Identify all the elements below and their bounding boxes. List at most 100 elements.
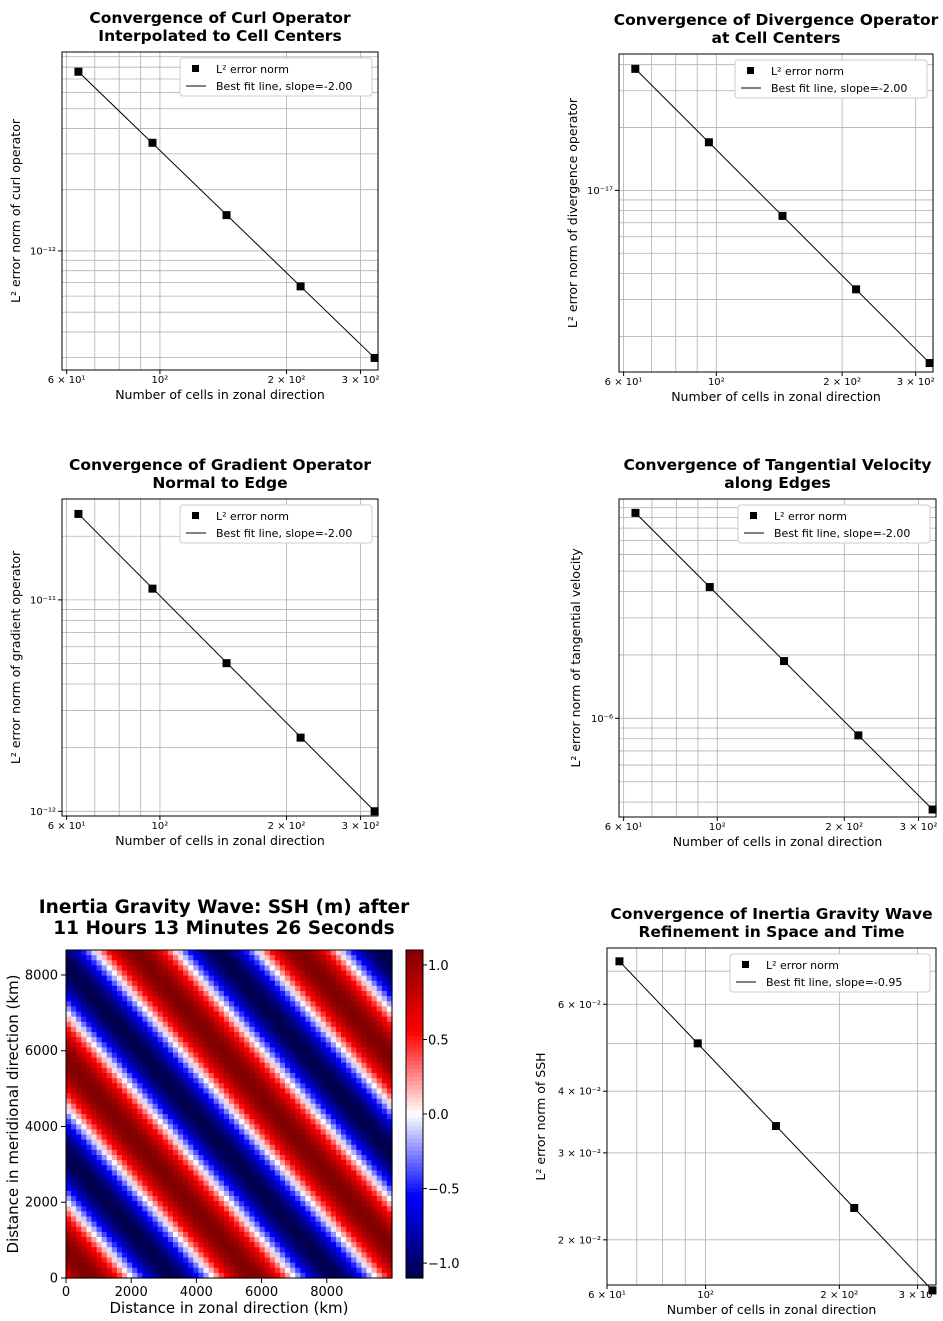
heatmap-cell bbox=[361, 1242, 368, 1248]
heatmap-cell bbox=[193, 1134, 200, 1141]
heatmap-cell bbox=[106, 1098, 113, 1105]
heatmap-cell bbox=[81, 1257, 87, 1264]
heatmap-cell bbox=[152, 1160, 159, 1166]
heatmap-cell bbox=[203, 1221, 210, 1228]
heatmap-cell bbox=[198, 1093, 205, 1100]
heatmap-cell bbox=[137, 1155, 144, 1161]
heatmap-cell bbox=[96, 1108, 103, 1115]
heatmap-cell bbox=[371, 996, 378, 1002]
heatmap-cell bbox=[71, 1257, 77, 1264]
heatmap-cell bbox=[116, 1247, 123, 1253]
heatmap-cell bbox=[279, 1083, 286, 1089]
heatmap-cell bbox=[234, 1011, 240, 1018]
heatmap-cell bbox=[71, 1165, 77, 1171]
heatmap-cell bbox=[234, 1088, 240, 1095]
legend-label: L² error norm bbox=[771, 65, 844, 78]
heatmap-cell bbox=[116, 1196, 123, 1202]
heatmap-cell bbox=[71, 980, 77, 987]
heatmap-cell bbox=[361, 1155, 368, 1161]
heatmap-cell bbox=[76, 1026, 82, 1033]
heatmap-cell bbox=[371, 1247, 378, 1253]
heatmap-cell bbox=[356, 1252, 363, 1259]
heatmap-cell bbox=[193, 1226, 200, 1233]
heatmap-cell bbox=[111, 1083, 118, 1089]
heatmap-cell bbox=[229, 991, 235, 997]
heatmap-cell bbox=[279, 1134, 286, 1141]
colorbar-swatch bbox=[406, 1122, 423, 1127]
heatmap-cell bbox=[330, 1206, 337, 1212]
colorbar-swatch bbox=[406, 1204, 423, 1209]
heatmap-cell bbox=[310, 1129, 317, 1136]
heatmap-cell bbox=[279, 1165, 286, 1171]
heatmap-cell bbox=[269, 1083, 276, 1089]
heatmap-cell bbox=[279, 1180, 286, 1187]
heatmap-cell bbox=[86, 1129, 93, 1136]
heatmap-cell bbox=[132, 1093, 138, 1100]
heatmap-cell bbox=[249, 1037, 256, 1043]
heatmap-cell bbox=[229, 1052, 235, 1059]
heatmap-cell bbox=[315, 985, 322, 992]
heatmap-cell bbox=[305, 996, 312, 1002]
heatmap-cell bbox=[203, 1139, 210, 1146]
heatmap-cell bbox=[66, 980, 72, 987]
heatmap-cell bbox=[285, 1062, 291, 1069]
heatmap-cell bbox=[371, 1067, 378, 1074]
heatmap-cell bbox=[300, 1098, 307, 1105]
chart-title: Convergence of Tangential Velocity along … bbox=[623, 456, 931, 492]
heatmap-cell bbox=[229, 1108, 235, 1115]
heatmap-cell bbox=[81, 1216, 87, 1223]
heatmap-cell bbox=[244, 1180, 250, 1187]
heatmap-cell bbox=[239, 1093, 245, 1100]
heatmap-cell bbox=[203, 1129, 210, 1136]
heatmap-cell bbox=[76, 1011, 82, 1018]
heatmap-cell bbox=[111, 1032, 118, 1038]
heatmap-cell bbox=[341, 1037, 347, 1043]
colorbar-tick-label: −1.0 bbox=[428, 1257, 460, 1272]
heatmap-cell bbox=[244, 1155, 250, 1161]
heatmap-cell bbox=[213, 1103, 220, 1110]
heatmap-cell bbox=[183, 1119, 189, 1125]
heatmap-cell bbox=[229, 960, 235, 966]
heatmap-cell bbox=[198, 1190, 205, 1197]
heatmap-cell bbox=[81, 1083, 87, 1089]
heatmap-cell bbox=[193, 1262, 200, 1269]
x-axis-label: Number of cells in zonal direction bbox=[671, 389, 881, 404]
heatmap-cell bbox=[234, 1252, 240, 1259]
heatmap-cell bbox=[376, 985, 383, 992]
heatmap-cell bbox=[381, 1155, 388, 1161]
heatmap-cell bbox=[269, 1119, 276, 1125]
heatmap-cell bbox=[315, 1201, 322, 1207]
heatmap-cell bbox=[183, 996, 189, 1002]
heatmap-cell bbox=[351, 1037, 357, 1043]
heatmap-cell bbox=[137, 1057, 144, 1064]
heatmap-cell bbox=[178, 1119, 184, 1125]
heatmap-cell bbox=[66, 1026, 72, 1033]
heatmap-cell bbox=[71, 1026, 77, 1033]
heatmap-cell bbox=[341, 1216, 347, 1223]
colorbar-swatch bbox=[406, 1159, 423, 1164]
heatmap-cell bbox=[346, 1257, 352, 1264]
heatmap-cell bbox=[137, 1216, 144, 1223]
heatmap-cell bbox=[137, 1037, 144, 1043]
heatmap-cell bbox=[162, 980, 169, 987]
heatmap-cell bbox=[86, 1155, 93, 1161]
heatmap-cell bbox=[234, 1237, 240, 1243]
heatmap-cell bbox=[366, 1237, 373, 1243]
heatmap-cell bbox=[142, 1267, 149, 1274]
heatmap-cell bbox=[167, 1165, 174, 1171]
heatmap-cell bbox=[341, 1026, 347, 1033]
heatmap-cell bbox=[198, 965, 205, 972]
heatmap-cell bbox=[172, 991, 179, 997]
heatmap-cell bbox=[335, 1267, 342, 1274]
heatmap-cell bbox=[213, 1206, 220, 1212]
heatmap-cell bbox=[132, 1211, 138, 1218]
heatmap-cell bbox=[91, 955, 98, 961]
heatmap-cell bbox=[193, 985, 200, 992]
heatmap-cell bbox=[188, 1257, 194, 1264]
heatmap-cell bbox=[122, 1098, 128, 1105]
heatmap-cell bbox=[86, 1119, 93, 1125]
heatmap-cell bbox=[335, 1011, 342, 1018]
heatmap-cell bbox=[249, 1201, 256, 1207]
heatmap-cell bbox=[213, 1108, 220, 1115]
heatmap-cell bbox=[213, 1211, 220, 1218]
